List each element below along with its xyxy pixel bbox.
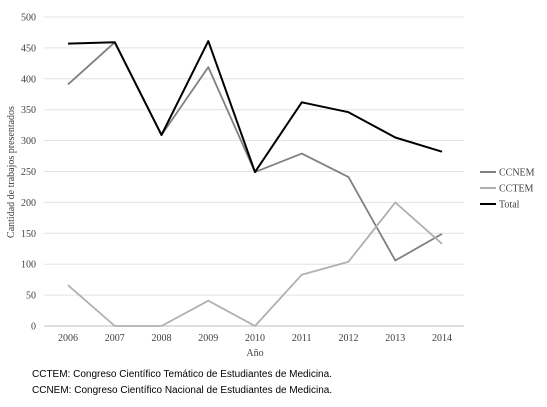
- y-axis: 0 50 100 150 200 250 300 350 400 450 500: [21, 13, 36, 333]
- series-line-cctem: [67, 201, 443, 327]
- x-tick-label: 2010: [245, 333, 265, 344]
- y-tick-label: 50: [26, 291, 36, 302]
- legend-label-cctem: CCTEM: [499, 184, 534, 195]
- y-tick-label: 100: [21, 260, 36, 271]
- series-line-total: [67, 40, 443, 174]
- y-tick-label: 250: [21, 167, 36, 178]
- x-tick-label: 2007: [105, 333, 125, 344]
- y-tick-label: 400: [21, 74, 36, 85]
- x-axis: 2006 2007 2008 2009 2010 2011 2012 2013 2014: [58, 333, 452, 344]
- x-axis-title: Año: [246, 348, 263, 359]
- x-tick-label: 2008: [152, 333, 172, 344]
- x-tick-label: 2011: [292, 333, 312, 344]
- y-tick-label: 300: [21, 136, 36, 147]
- x-tick-label: 2012: [339, 333, 359, 344]
- y-axis-title: Cantidad de trabajos presentados: [6, 106, 17, 238]
- legend-label-total: Total: [499, 200, 520, 211]
- series-lines: [67, 40, 443, 327]
- y-tick-label: 200: [21, 198, 36, 209]
- y-tick-label: 150: [21, 229, 36, 240]
- x-tick-label: 2009: [198, 333, 218, 344]
- footnote-ccnem: CCNEM: Congreso Científico Nacional de E…: [32, 385, 333, 396]
- y-tick-label: 450: [21, 43, 36, 54]
- legend: CCNEM CCTEM Total: [480, 168, 535, 211]
- y-tick-label: 350: [21, 105, 36, 116]
- x-tick-label: 2014: [432, 333, 452, 344]
- x-tick-label: 2013: [385, 333, 405, 344]
- x-tick-label: 2006: [58, 333, 78, 344]
- y-tick-label: 0: [31, 322, 36, 333]
- y-tick-label: 500: [21, 13, 36, 24]
- legend-label-ccnem: CCNEM: [499, 168, 535, 179]
- footnote-cctem: CCTEM: Congreso Científico Temático de E…: [32, 369, 332, 380]
- series-line-ccnem: [67, 41, 443, 262]
